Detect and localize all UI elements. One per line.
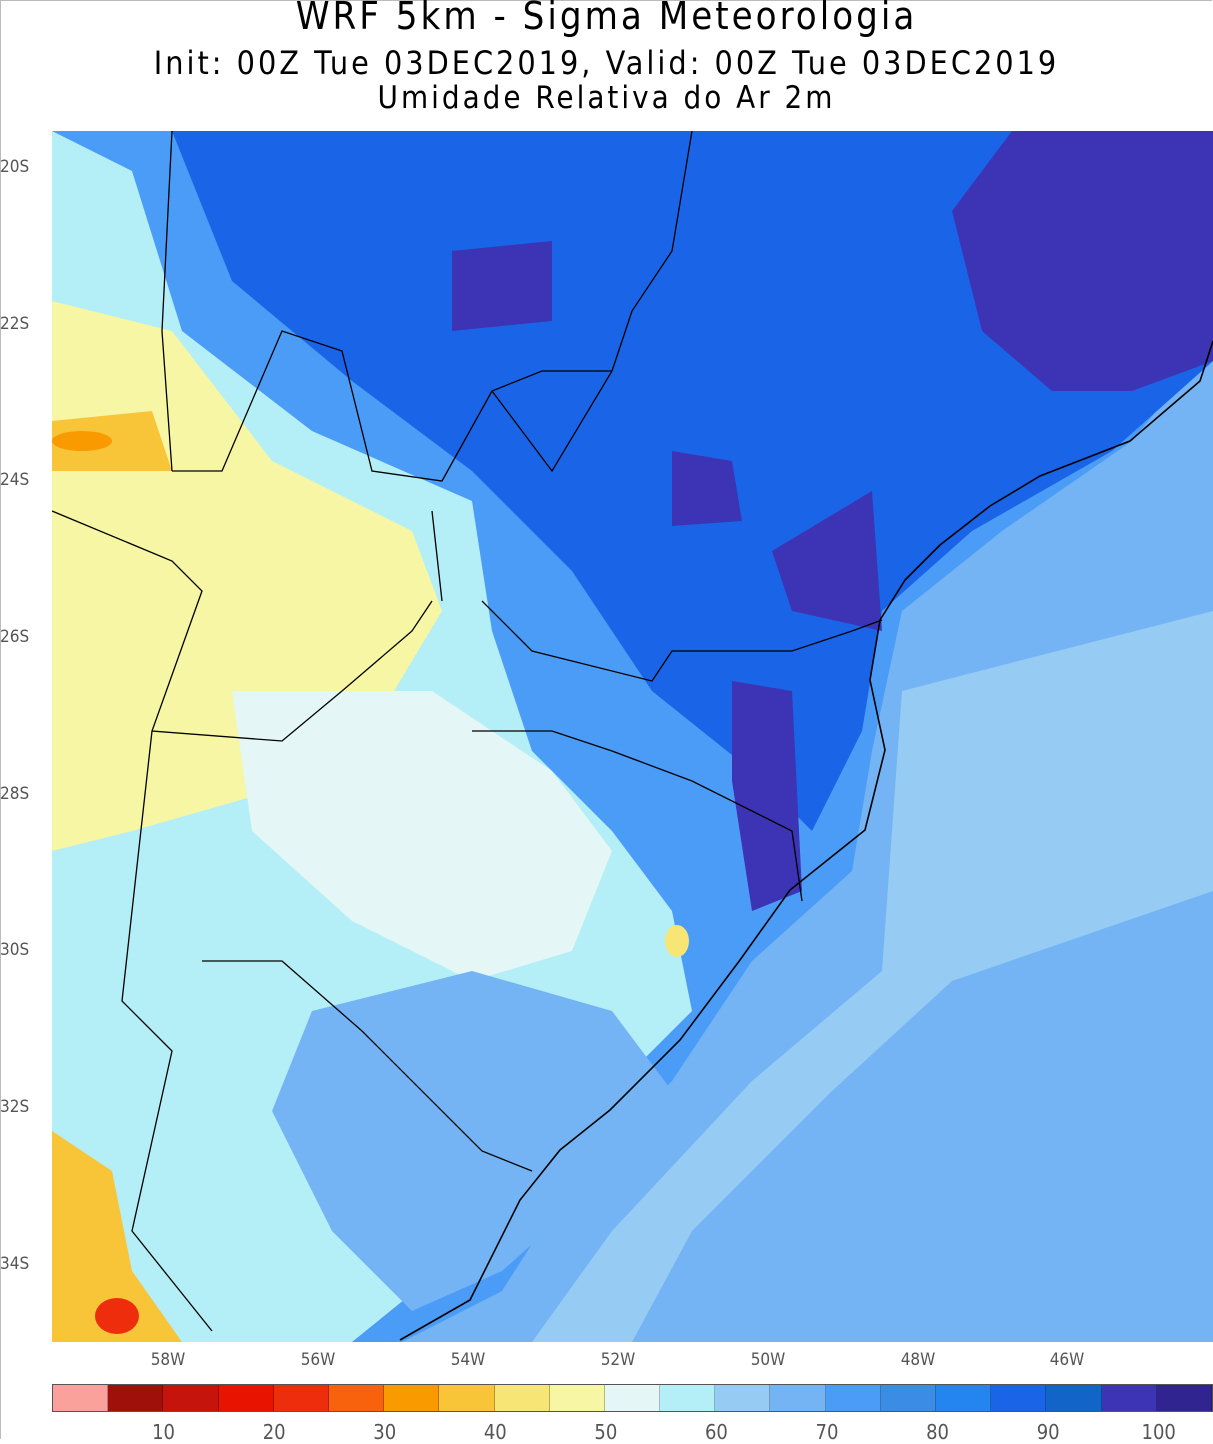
lon-label: 50W [750, 1350, 786, 1370]
colorbar-tick-label: 60 [704, 1420, 728, 1444]
lon-label: 52W [600, 1350, 636, 1370]
colorbar-tick-label: 50 [594, 1420, 618, 1444]
colorbar-swatch [825, 1385, 881, 1411]
lon-label: 54W [450, 1350, 486, 1370]
variable-name: Umidade Relativa do Ar 2m [377, 80, 836, 116]
map-subtitle: Init: 00Z Tue 03DEC2019, Valid: 00Z Tue … [153, 44, 1060, 82]
lat-label: 26S [0, 627, 30, 647]
pale-zone [232, 691, 612, 981]
dry-southwest-zone [52, 411, 182, 1342]
very-wet-zone [452, 241, 882, 911]
colorbar-swatch [494, 1385, 550, 1411]
coastline [399, 340, 1213, 1341]
dry-spot [95, 1298, 139, 1334]
lat-label: 28S [0, 784, 30, 804]
lat-label: 32S [0, 1097, 30, 1117]
colorbar-swatch [604, 1385, 661, 1411]
state-borders [52, 131, 883, 1332]
very-wet-zone [952, 131, 1213, 391]
colorbar-tick-label: 70 [815, 1420, 839, 1444]
colorbar-swatch [770, 1385, 826, 1411]
lon-label: 58W [150, 1350, 186, 1370]
colorbar-swatch [1101, 1385, 1157, 1411]
colorbar-swatch [936, 1385, 992, 1411]
colorbar-tick-label: 30 [373, 1420, 397, 1444]
lat-label: 22S [0, 314, 30, 334]
dry-spot [52, 431, 112, 451]
colorbar-swatch [218, 1385, 274, 1411]
colorbar-tick-label: 90 [1036, 1420, 1060, 1444]
colorbar-swatch [273, 1385, 329, 1411]
lat-label: 30S [0, 940, 30, 960]
ocean-light-band [532, 611, 1213, 1342]
colorbar-swatch [328, 1385, 385, 1411]
colorbar-swatch [439, 1385, 495, 1411]
humidity-map [52, 131, 1213, 1342]
colorbar-swatch [880, 1385, 936, 1411]
colorbar-swatch [53, 1385, 109, 1411]
colorbar-tick-label: 80 [926, 1420, 949, 1444]
colorbar-tick-label: 40 [483, 1420, 507, 1444]
lat-label: 24S [0, 470, 30, 490]
colorbar-swatch [991, 1385, 1047, 1411]
colorbar-swatch [660, 1385, 716, 1411]
colorbar-swatch [549, 1385, 605, 1411]
dry-spot [665, 925, 689, 957]
colorbar-swatch [108, 1385, 164, 1411]
lat-label: 20S [0, 157, 30, 177]
colorbar-swatch [1046, 1385, 1102, 1411]
lon-label: 56W [300, 1350, 336, 1370]
colorbar-swatch [715, 1385, 771, 1411]
lon-label: 46W [1049, 1350, 1085, 1370]
colorbar-swatch [384, 1385, 440, 1411]
colorbar [52, 1384, 1213, 1412]
lon-label: 48W [900, 1350, 936, 1370]
map-title: WRF 5km - Sigma Meteorologia [295, 0, 918, 38]
colorbar-tick-label: 100 [1141, 1420, 1176, 1444]
colorbar-swatch [1156, 1385, 1212, 1411]
colorbar-tick-label: 10 [152, 1420, 175, 1444]
lat-label: 34S [0, 1254, 30, 1274]
colorbar-swatch [163, 1385, 219, 1411]
colorbar-tick-label: 20 [262, 1420, 286, 1444]
